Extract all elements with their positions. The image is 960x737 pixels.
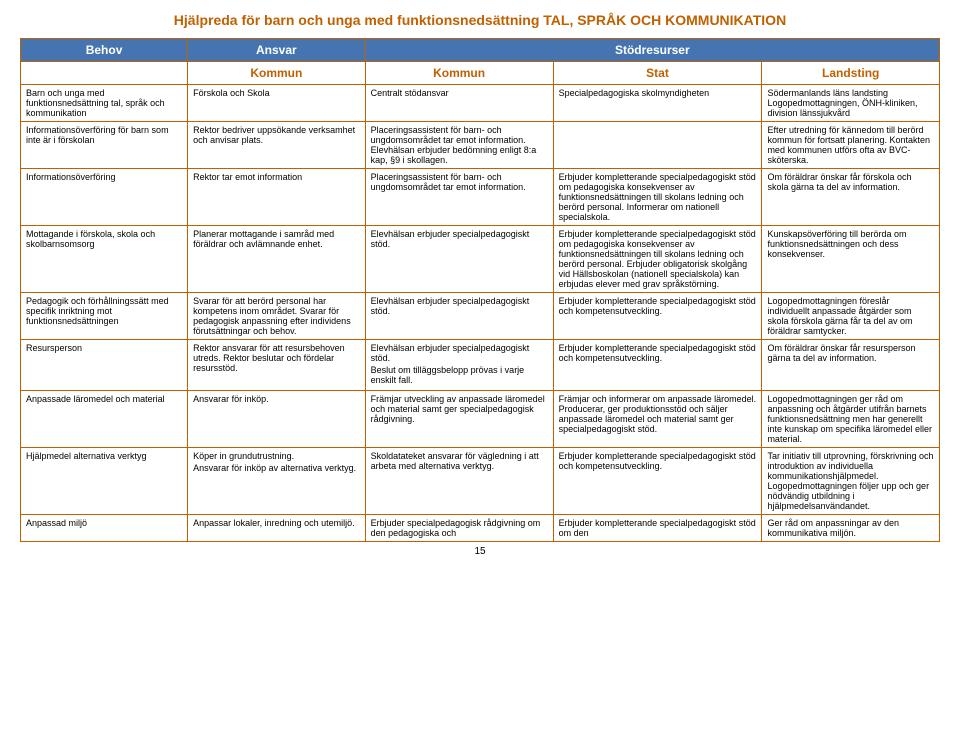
cell: Elevhälsan erbjuder specialpedagogiskt s… [365, 226, 553, 293]
header-stodresurser: Stödresurser [365, 39, 939, 62]
cell: Barn och unga med funktionsnedsättning t… [21, 85, 188, 122]
table-row: Pedagogik och förhållningssätt med speci… [21, 293, 940, 340]
table-row: Informationsöverföring Rektor tar emot i… [21, 169, 940, 226]
subheader-kommun1: Kommun [188, 62, 366, 85]
table-row: Informationsöverföring för barn som inte… [21, 122, 940, 169]
page-number: 15 [20, 546, 940, 557]
cell: Informationsöverföring [21, 169, 188, 226]
cell: Elevhälsan erbjuder specialpedagogiskt s… [365, 340, 553, 391]
cell [553, 122, 762, 169]
cell: Erbjuder kompletterande specialpedagogis… [553, 293, 762, 340]
cell: Placeringsassistent för barn- och ungdom… [365, 169, 553, 226]
cell: Om föräldrar önskar får förskola och sko… [762, 169, 940, 226]
cell: Om föräldrar önskar får resursperson gär… [762, 340, 940, 391]
cell: Köper in grundutrustning. Ansvarar för i… [188, 448, 366, 515]
cell: Planerar mottagande i samråd med föräldr… [188, 226, 366, 293]
cell: Ansvarar för inköp. [188, 391, 366, 448]
cell: Pedagogik och förhållningssätt med speci… [21, 293, 188, 340]
cell: Logopedmottagningen ger råd om anpassnin… [762, 391, 940, 448]
cell: Skoldatateket ansvarar för vägledning i … [365, 448, 553, 515]
cell: Mottagande i förskola, skola och skolbar… [21, 226, 188, 293]
cell: Tar initiativ till utprovning, förskrivn… [762, 448, 940, 515]
cell: Främjar och informerar om anpassade läro… [553, 391, 762, 448]
cell: Anpassad miljö [21, 515, 188, 542]
cell: Specialpedagogiska skolmyndigheten [553, 85, 762, 122]
cell: Kunskapsöverföring till berörda om funkt… [762, 226, 940, 293]
cell: Anpassade läromedel och material [21, 391, 188, 448]
cell: Resursperson [21, 340, 188, 391]
table-row: Mottagande i förskola, skola och skolbar… [21, 226, 940, 293]
cell: Hjälpmedel alternativa verktyg [21, 448, 188, 515]
main-table: Behov Ansvar Stödresurser Kommun Kommun … [20, 38, 940, 542]
table-row: Hjälpmedel alternativa verktyg Köper in … [21, 448, 940, 515]
header-ansvar: Ansvar [188, 39, 366, 62]
cell: Främjar utveckling av anpassade läromede… [365, 391, 553, 448]
cell: Förskola och Skola [188, 85, 366, 122]
cell: Erbjuder kompletterande specialpedagogis… [553, 169, 762, 226]
cell-text: Ansvarar för inköp av alternativa verkty… [193, 463, 360, 473]
subheader-stat: Stat [553, 62, 762, 85]
cell-text: Elevhälsan erbjuder specialpedagogiskt s… [371, 343, 548, 363]
cell: Centralt stödansvar [365, 85, 553, 122]
cell-text: Köper in grundutrustning. [193, 451, 360, 461]
cell: Elevhälsan erbjuder specialpedagogiskt s… [365, 293, 553, 340]
cell: Erbjuder kompletterande specialpedagogis… [553, 340, 762, 391]
cell: Informationsöverföring för barn som inte… [21, 122, 188, 169]
cell: Erbjuder specialpedagogisk rådgivning om… [365, 515, 553, 542]
cell: Erbjuder kompletterande specialpedagogis… [553, 448, 762, 515]
cell: Rektor ansvarar för att resursbehoven ut… [188, 340, 366, 391]
subheader-kommun2: Kommun [365, 62, 553, 85]
cell: Rektor bedriver uppsökande verksamhet oc… [188, 122, 366, 169]
cell: Ger råd om anpassningar av den kommunika… [762, 515, 940, 542]
table-row: Barn och unga med funktionsnedsättning t… [21, 85, 940, 122]
cell: Efter utredning för kännedom till berörd… [762, 122, 940, 169]
subheader-landsting: Landsting [762, 62, 940, 85]
cell: Svarar för att berörd personal har kompe… [188, 293, 366, 340]
table-row: Resursperson Rektor ansvarar för att res… [21, 340, 940, 391]
cell: Södermanlands läns landsting Logopedmott… [762, 85, 940, 122]
cell: Erbjuder kompletterande specialpedagogis… [553, 226, 762, 293]
cell: Erbjuder kompletterande specialpedagogis… [553, 515, 762, 542]
subheader-blank [21, 62, 188, 85]
table-row: Anpassade läromedel och material Ansvara… [21, 391, 940, 448]
cell: Logopedmottagningen föreslår individuell… [762, 293, 940, 340]
cell: Placeringsassistent för barn- och ungdom… [365, 122, 553, 169]
cell-text: Beslut om tilläggsbelopp prövas i varje … [371, 365, 548, 385]
page-title: Hjälpreda för barn och unga med funktion… [20, 12, 940, 28]
cell: Rektor tar emot information [188, 169, 366, 226]
header-behov: Behov [21, 39, 188, 62]
cell: Anpassar lokaler, inredning och utemiljö… [188, 515, 366, 542]
table-row: Anpassad miljö Anpassar lokaler, inredni… [21, 515, 940, 542]
